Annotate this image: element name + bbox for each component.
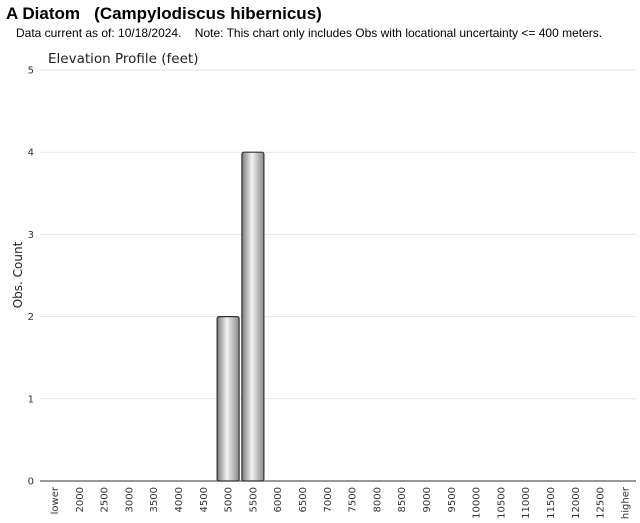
y-tick-label: 4	[28, 148, 34, 159]
x-tick-label: 5500	[248, 487, 259, 512]
x-tick-label: higher	[620, 486, 631, 519]
x-tick-label: 12500	[596, 487, 607, 519]
chart-title: Elevation Profile (feet)	[48, 51, 198, 67]
x-tick-label: 11000	[521, 487, 532, 519]
x-tick-label: 3000	[124, 487, 135, 512]
x-tick-label: 7500	[348, 487, 359, 512]
x-tick-label: 12000	[571, 487, 582, 519]
x-tick-label: 9000	[422, 487, 433, 512]
x-tick-label: lower	[50, 486, 61, 514]
x-tick-label: 8500	[397, 487, 408, 512]
x-tick-label: 5000	[224, 487, 235, 512]
y-tick-label: 2	[28, 312, 34, 323]
bar-5500	[241, 151, 265, 482]
x-tick-label: 3500	[149, 487, 160, 512]
y-tick-label: 3	[28, 230, 34, 241]
x-tick-label: 2000	[75, 487, 86, 512]
x-tick-label: 10500	[496, 487, 507, 519]
x-tick-label: 4000	[174, 487, 185, 512]
x-tick-label: 6000	[273, 487, 284, 512]
y-tick-label: 0	[28, 477, 34, 488]
x-tick-label: 8000	[372, 487, 383, 512]
x-tick-label: 9500	[447, 487, 458, 512]
y-axis-label: Obs. Count	[11, 241, 25, 308]
page-title: A Diatom (Campylodiscus hibernicus)	[6, 4, 322, 23]
x-tick-label: 2500	[100, 487, 111, 512]
data-note: Data current as of: 10/18/2024. Note: Th…	[16, 26, 603, 40]
x-tick-label: 6500	[298, 487, 309, 512]
x-tick-label: 10000	[472, 487, 483, 519]
x-tick-label: 11500	[546, 487, 557, 519]
x-tick-label: 4500	[199, 487, 210, 512]
y-tick-label: 5	[28, 66, 34, 77]
bar-5000	[216, 316, 240, 482]
x-tick-label: 7000	[323, 487, 334, 512]
y-tick-label: 1	[28, 394, 34, 405]
